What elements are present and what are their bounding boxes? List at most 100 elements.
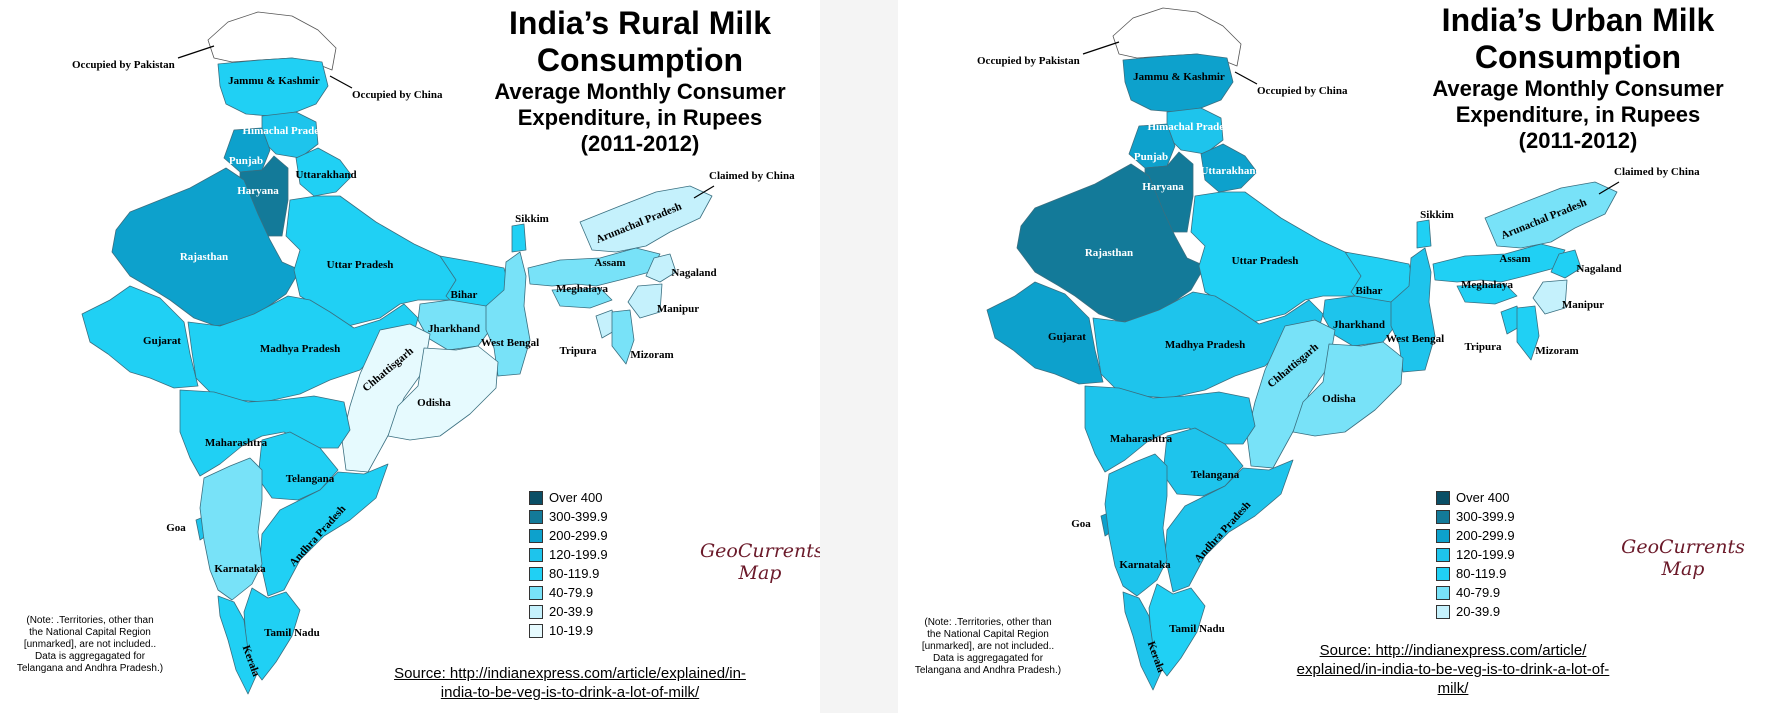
state-arunachal-pradesh — [579, 185, 713, 253]
legend-swatch — [1436, 566, 1450, 581]
label-claimed-china: Claimed by China — [1614, 166, 1700, 178]
legend-swatch — [1436, 509, 1450, 524]
label-telangana: Telangana — [286, 473, 335, 485]
urban-source-link[interactable]: Source: http://indianexpress.com/article… — [1296, 642, 1610, 697]
state-arunachal-pradesh — [1484, 181, 1618, 249]
legend-swatch — [529, 623, 543, 638]
rural-source-link[interactable]: Source: http://indianexpress.com/article… — [394, 665, 746, 701]
urban-map-panel: Occupied by Pakistan Occupied by China C… — [898, 0, 1766, 713]
label-odisha: Odisha — [1322, 393, 1356, 405]
legend-swatch — [1436, 547, 1450, 562]
label-tripura: Tripura — [559, 345, 597, 357]
legend-item: 20-39.9 — [1436, 602, 1515, 621]
occupied-territory-outline — [207, 11, 337, 71]
state-sikkim — [1416, 219, 1432, 249]
label-jammu-kashmir: Jammu & Kashmir — [228, 75, 320, 87]
label-jammu-kashmir: Jammu & Kashmir — [1133, 71, 1225, 83]
label-uttar-pradesh: Uttar Pradesh — [1232, 255, 1299, 267]
arrow-occupied-pakistan — [177, 45, 215, 59]
state-kerala — [1122, 591, 1162, 691]
state-kerala — [217, 595, 257, 695]
urban-title-line2: Consumption — [1474, 39, 1682, 75]
label-goa: Goa — [1071, 518, 1091, 530]
legend-item: 20-39.9 — [529, 602, 608, 621]
legend-item: 200-299.9 — [529, 526, 608, 545]
arrow-occupied-pakistan — [1082, 41, 1120, 55]
urban-india-map: Occupied by Pakistan Occupied by China C… — [977, 7, 1700, 691]
label-nagaland: Nagaland — [1576, 263, 1621, 275]
rural-india-map: Occupied by Pakistan Occupied by China C… — [72, 11, 795, 695]
label-tamil-nadu: Tamil Nadu — [1169, 623, 1225, 635]
urban-note: (Note: .Territories, other than the Natio… — [914, 617, 1062, 676]
legend-item: 200-299.9 — [1436, 526, 1515, 545]
state-uttarakhand — [295, 147, 353, 197]
state-assam — [1432, 243, 1566, 283]
label-karnataka: Karnataka — [214, 563, 266, 575]
rural-title-block: India’s Rural Milk Consumption Average M… — [455, 5, 825, 157]
label-claimed-china: Claimed by China — [709, 170, 795, 182]
label-occupied-china: Occupied by China — [352, 89, 443, 101]
label-rajasthan: Rajasthan — [1085, 247, 1133, 259]
label-bihar: Bihar — [451, 289, 478, 301]
label-uttarakhand: Uttarakhand — [1200, 165, 1261, 177]
label-bihar: Bihar — [1356, 285, 1383, 297]
state-odisha — [387, 345, 499, 441]
state-gujarat — [986, 281, 1104, 385]
legend-item: 80-119.9 — [529, 564, 608, 583]
legend-item: 40-79.9 — [1436, 583, 1515, 602]
state-chhattisgarh — [341, 323, 431, 473]
label-sikkim: Sikkim — [515, 213, 549, 225]
label-occupied-pakistan: Occupied by Pakistan — [72, 59, 175, 71]
state-meghalaya — [551, 287, 613, 309]
label-west-bengal: West Bengal — [1386, 333, 1444, 345]
legend-item: Over 400 — [529, 488, 608, 507]
label-himachal-pradesh: Himachal Pradesh — [1147, 121, 1234, 133]
label-madhya-pradesh: Madhya Pradesh — [1165, 339, 1245, 351]
label-sikkim: Sikkim — [1420, 209, 1454, 221]
label-manipur: Manipur — [657, 303, 699, 315]
rural-note: (Note: .Territories, other than the Natio… — [16, 615, 164, 674]
legend-swatch — [529, 509, 543, 524]
state-nagaland — [645, 253, 677, 283]
legend-item: 300-399.9 — [1436, 507, 1515, 526]
label-haryana: Haryana — [237, 185, 279, 197]
rural-subtitle-line3: (2011-2012) — [580, 131, 700, 156]
label-rajasthan: Rajasthan — [180, 251, 228, 263]
legend-swatch — [529, 566, 543, 581]
state-west-bengal — [485, 251, 531, 377]
label-odisha: Odisha — [417, 397, 451, 409]
state-nagaland — [1550, 249, 1582, 279]
label-gujarat: Gujarat — [1048, 331, 1086, 343]
label-manipur: Manipur — [1562, 299, 1604, 311]
state-jammu-kashmir — [217, 57, 329, 117]
state-sikkim — [511, 223, 527, 253]
label-meghalaya: Meghalaya — [1461, 279, 1513, 291]
rural-title-line2: Consumption — [536, 42, 744, 78]
legend-swatch — [1436, 585, 1450, 600]
label-gujarat: Gujarat — [143, 335, 181, 347]
label-uttar-pradesh: Uttar Pradesh — [327, 259, 394, 271]
panel-divider — [820, 0, 898, 713]
state-mizoram — [1516, 305, 1540, 361]
state-manipur — [1532, 279, 1568, 315]
state-west-bengal — [1390, 247, 1436, 373]
state-gujarat — [81, 285, 199, 389]
arrow-occupied-china — [329, 75, 353, 89]
legend-swatch — [1436, 604, 1450, 619]
legend-item: 300-399.9 — [529, 507, 608, 526]
label-karnataka: Karnataka — [1119, 559, 1171, 571]
urban-legend: Over 400 300-399.9 200-299.9 120-199.9 8… — [1436, 488, 1515, 621]
legend-item: 80-119.9 — [1436, 564, 1515, 583]
legend-item: Over 400 — [1436, 488, 1515, 507]
state-odisha — [1292, 341, 1404, 437]
label-occupied-pakistan: Occupied by Pakistan — [977, 55, 1080, 67]
state-uttarakhand — [1200, 143, 1258, 193]
state-manipur — [627, 283, 663, 319]
legend-item: 40-79.9 — [529, 583, 608, 602]
state-meghalaya — [1456, 283, 1518, 305]
label-maharashtra: Maharashtra — [205, 437, 268, 449]
label-haryana: Haryana — [1142, 181, 1184, 193]
legend-item: 10-19.9 — [529, 621, 608, 640]
state-karnataka — [1104, 453, 1168, 597]
label-assam: Assam — [1499, 253, 1530, 265]
